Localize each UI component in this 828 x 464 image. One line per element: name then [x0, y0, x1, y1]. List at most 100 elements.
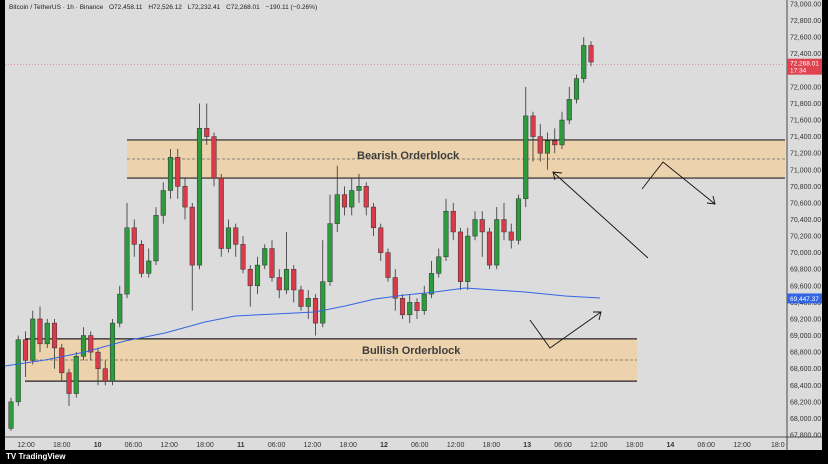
candle [407, 294, 413, 324]
price-axis-label: 68,400.00 [790, 383, 821, 390]
price-chart[interactable]: 73,000.0072,800.0072,600.0072,400.0072,2… [5, 0, 822, 450]
time-axis-label: 06:00 [697, 442, 715, 449]
candle-body [465, 235, 471, 282]
price-axis-label: 71,800.00 [790, 101, 821, 108]
candle-body [443, 210, 449, 258]
candle-body [30, 318, 36, 361]
candle-body [552, 140, 558, 146]
candle-body [370, 206, 377, 229]
candle [131, 219, 137, 257]
bullish-orderblock-label: Bullish Orderblock [362, 345, 461, 357]
candle [414, 298, 420, 319]
moving-average-tag [787, 293, 822, 304]
candle [276, 269, 282, 299]
candles-layer [8, 37, 594, 431]
candle [494, 207, 500, 270]
time-axis-label: 14 [667, 442, 675, 449]
candle [204, 103, 210, 145]
candle [233, 223, 239, 257]
candle [436, 248, 442, 278]
price-axis-label: 71,400.00 [790, 134, 821, 141]
zone-layer [5, 64, 785, 382]
candle-body [334, 194, 340, 224]
candle [501, 202, 507, 241]
candle [30, 310, 36, 365]
candle [283, 231, 290, 295]
candle [363, 182, 369, 216]
time-axis-label: 06:00 [268, 442, 286, 449]
candle-body [211, 136, 217, 179]
candle-body [588, 45, 594, 63]
candle [508, 223, 514, 249]
candle-body [66, 372, 72, 394]
price-axis-label: 69,200.00 [790, 316, 821, 323]
candle-body [262, 248, 268, 266]
candle [51, 318, 58, 369]
candle [472, 211, 478, 241]
candle [392, 269, 398, 311]
candle [298, 285, 304, 311]
price-axis-label: 69,600.00 [790, 283, 821, 290]
candle-body [276, 277, 282, 291]
candle-body [8, 401, 14, 429]
candle [530, 111, 536, 162]
candle [334, 165, 340, 232]
candle-body [559, 119, 565, 146]
price-axis-label: 73,000.00 [790, 2, 821, 9]
candle [581, 37, 587, 83]
candle-body [146, 260, 152, 274]
bullish-projection-line [529, 311, 602, 349]
time-axis-label: 13 [523, 442, 531, 449]
price-axis-label: 70,600.00 [790, 200, 821, 207]
candle-body [95, 351, 101, 369]
candle-body [254, 264, 261, 287]
bearish-orderblock-label: Bearish Orderblock [357, 150, 460, 162]
candle-body [233, 227, 239, 245]
time-axis-label: 18:00 [483, 442, 501, 449]
candle [211, 132, 217, 187]
candle-body [320, 281, 326, 324]
candle [153, 207, 159, 266]
ohlc-open: O72,458.11 [109, 4, 143, 11]
price-axis-label: 70,000.00 [790, 250, 821, 257]
candle-body [392, 277, 398, 299]
candle [146, 248, 152, 278]
price-axis-label: 70,200.00 [790, 234, 821, 241]
candle-body [327, 223, 333, 282]
candle [95, 347, 101, 386]
candle [189, 202, 195, 311]
trend-arrow-head [552, 171, 563, 181]
candle [247, 265, 253, 307]
candle-body [356, 186, 362, 191]
bullish-projection-head [593, 311, 602, 321]
time-axis-label: 12:00 [17, 442, 35, 449]
chart-legend: Bitcoin / TetherUS · 1h · Binance O72,45… [9, 4, 321, 11]
candle [588, 41, 594, 67]
ohlc-change: −190.11 (−0.26%) [265, 4, 318, 11]
candle-body [196, 128, 203, 266]
candle-body [291, 268, 297, 291]
candle-body [530, 115, 536, 137]
time-axis-label: 12:00 [733, 442, 751, 449]
time-axis-label: 18:00 [53, 442, 71, 449]
time-axis-label: 06:00 [554, 442, 572, 449]
candle-body [472, 219, 478, 237]
candle-body [566, 99, 572, 121]
candle [559, 111, 565, 150]
candle [327, 194, 333, 286]
candle-body [378, 227, 384, 253]
candle [443, 198, 449, 261]
candle-body [399, 297, 406, 316]
candle-countdown: 17:34 [790, 68, 807, 75]
chart-panel[interactable]: 73,000.0072,800.0072,600.0072,400.0072,2… [5, 0, 822, 450]
candle-body [312, 297, 319, 324]
candle-body [247, 268, 253, 287]
price-axis-label: 72,000.00 [790, 84, 821, 91]
current-price-value: 72,268.01 [790, 61, 819, 68]
candle [385, 248, 391, 282]
candle [312, 294, 319, 336]
candle-body [59, 347, 65, 374]
time-axis-label: 12:00 [304, 442, 322, 449]
candle [44, 318, 50, 348]
